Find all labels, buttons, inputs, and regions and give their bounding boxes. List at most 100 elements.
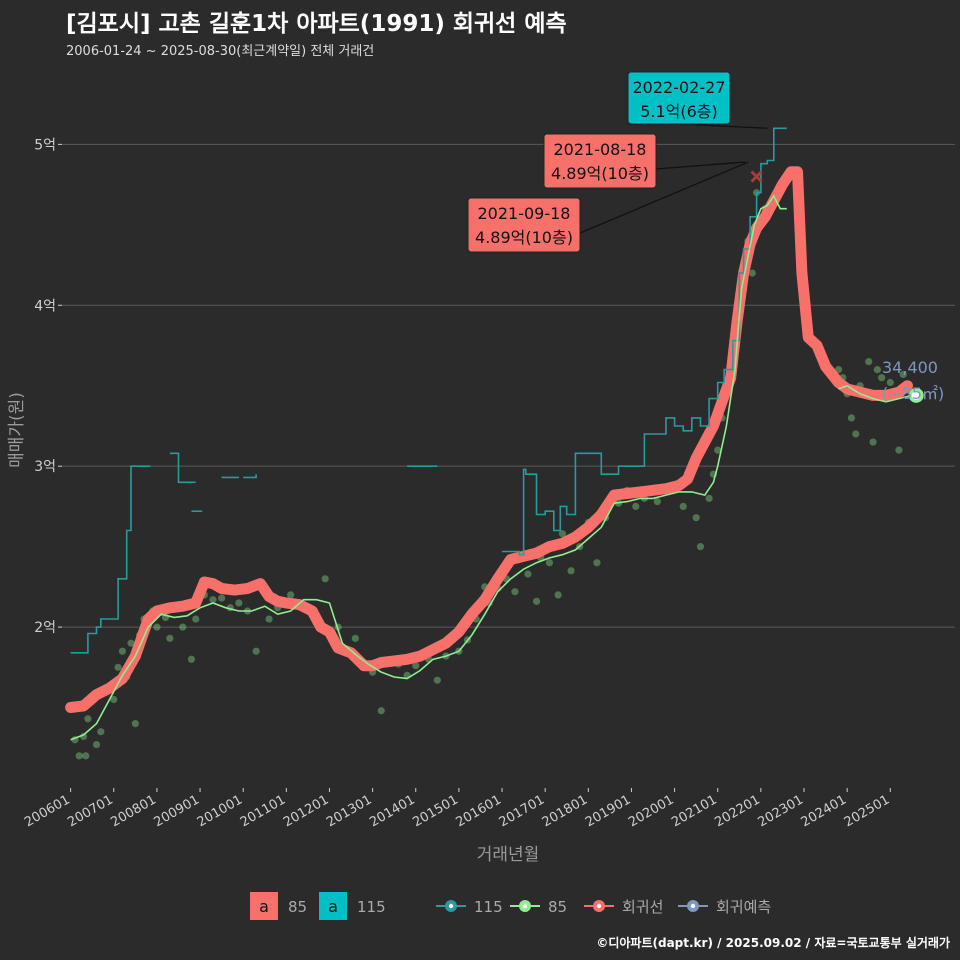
x-tick-label: 201301 [324,792,374,830]
annotation-layer: 2021-08-18 4.89억(10층) 2021-09-18 4.89억(10층)… [467,71,768,253]
legend-line-dot-center [596,903,602,909]
x-tick-label: 202301 [756,792,806,830]
series-115-line [169,452,196,484]
annotation-price: 4.89억(10층) [551,164,649,183]
scatter-point [377,707,385,715]
annotation-leader [678,123,768,129]
annotation-box [543,133,657,189]
series-85-line [838,384,913,403]
scatter-point [567,567,575,575]
legend-label-swatch [319,892,347,920]
legend-label-text: 85 [288,898,307,916]
scatter-point [696,543,705,551]
scatter-point [412,662,420,670]
scatter-point [110,695,118,704]
scatter-point [524,570,532,578]
series-85-line [70,194,787,741]
scatter-point [878,374,886,382]
x-tick-label: 200801 [108,792,158,830]
legend-line-text: 회귀예측 [716,898,771,916]
scatter-point [79,732,88,741]
annotation-price: 4.89억(10층) [475,228,573,247]
legend-line-text: 115 [474,898,503,916]
x-tick-label: 201201 [281,792,331,830]
footer-credit: ©디아파트(dapt.kr) / 2025.09.02 / 자료=국토교통부 실… [596,936,950,950]
scatter-point [131,720,139,728]
x-tick-label: 200901 [152,792,202,830]
grid-layer [62,143,955,628]
scatter-point [852,430,860,438]
legend-line-dot-center [448,903,454,909]
scatter-point [153,623,161,631]
forecast-point [908,387,924,403]
y-axis-title: 매매가(원) [7,392,27,468]
x-tick-label: 201401 [367,792,417,830]
legend-label-glyph: a [259,897,269,916]
scatter-point [265,615,273,623]
annotation-box [627,71,731,125]
scatter-point [545,559,554,567]
y-tick-label: 5억 [34,137,56,153]
scatter-point [653,497,661,506]
x-tick-label: 200701 [65,792,115,830]
scatter-point [865,357,873,366]
legend-line-dot-center [522,903,528,909]
scatter-point [433,676,441,684]
scatter-point [127,639,135,647]
axis-layer: 2억3억4억5억20060120070120080120090120100120… [7,137,892,865]
scatter-point [75,752,83,760]
x-tick-label: 202501 [842,792,892,830]
scatter-point [351,634,359,642]
scatter-point [187,655,196,663]
chart-subtitle: 2006-01-24 ~ 2025-08-30(최근계약일) 전체 거래건 [66,44,375,59]
x-tick-label: 202201 [712,792,762,830]
annotation-leader [579,161,749,234]
forecast-value-label: 34,400 [882,358,938,377]
x-axis-title: 거래년월 [477,845,540,865]
x-tick-label: 201601 [454,792,504,830]
scatter-point [82,752,90,760]
scatter-point [554,591,562,599]
series-115-line [243,474,257,479]
scatter-point [84,715,92,723]
x-tick-label: 201901 [583,792,633,830]
x-tick-label: 202001 [626,792,676,830]
annotation-date: 2021-09-18 [478,204,571,223]
legend-label-swatch [250,892,278,920]
scatter-point [593,559,601,567]
regression-line [65,166,913,713]
chart-title: [김포시] 고촌 길훈1차 아파트(1991) 회귀선 예측 [66,11,567,37]
scatter-point [873,366,881,374]
scatter-point [114,663,122,671]
x-tick-label: 201801 [540,792,590,830]
scatter-point [97,728,105,736]
scatter-point [511,588,519,596]
legend-label-text: 115 [357,898,386,916]
scatter-point [192,615,200,623]
y-tick-label: 3억 [34,459,56,475]
scatter-point [235,599,243,607]
x-tick-label: 200601 [22,792,72,830]
annotation-date: 2022-02-27 [633,78,726,97]
scatter-point [679,502,687,511]
annotation-box [467,197,581,253]
x-tick-label: 202401 [799,792,849,830]
scatter-point [705,494,713,502]
scatter-point [869,438,877,446]
scatter-point [886,378,894,387]
scatter-point [847,414,856,422]
scatter-point [166,634,174,642]
x-tick-label: 201101 [238,792,288,830]
y-tick-label: 2억 [34,620,56,636]
scatter-point [532,597,541,605]
series-115-line [70,465,151,654]
scatter-point [692,514,700,522]
scatter-point [118,647,126,655]
scatter-point [92,740,101,749]
x-tick-label: 201501 [410,792,460,830]
scatter-point [899,370,907,379]
x-tick-label: 201001 [195,792,245,830]
x-tick-label: 202101 [669,792,719,830]
scatter-point [895,446,903,454]
